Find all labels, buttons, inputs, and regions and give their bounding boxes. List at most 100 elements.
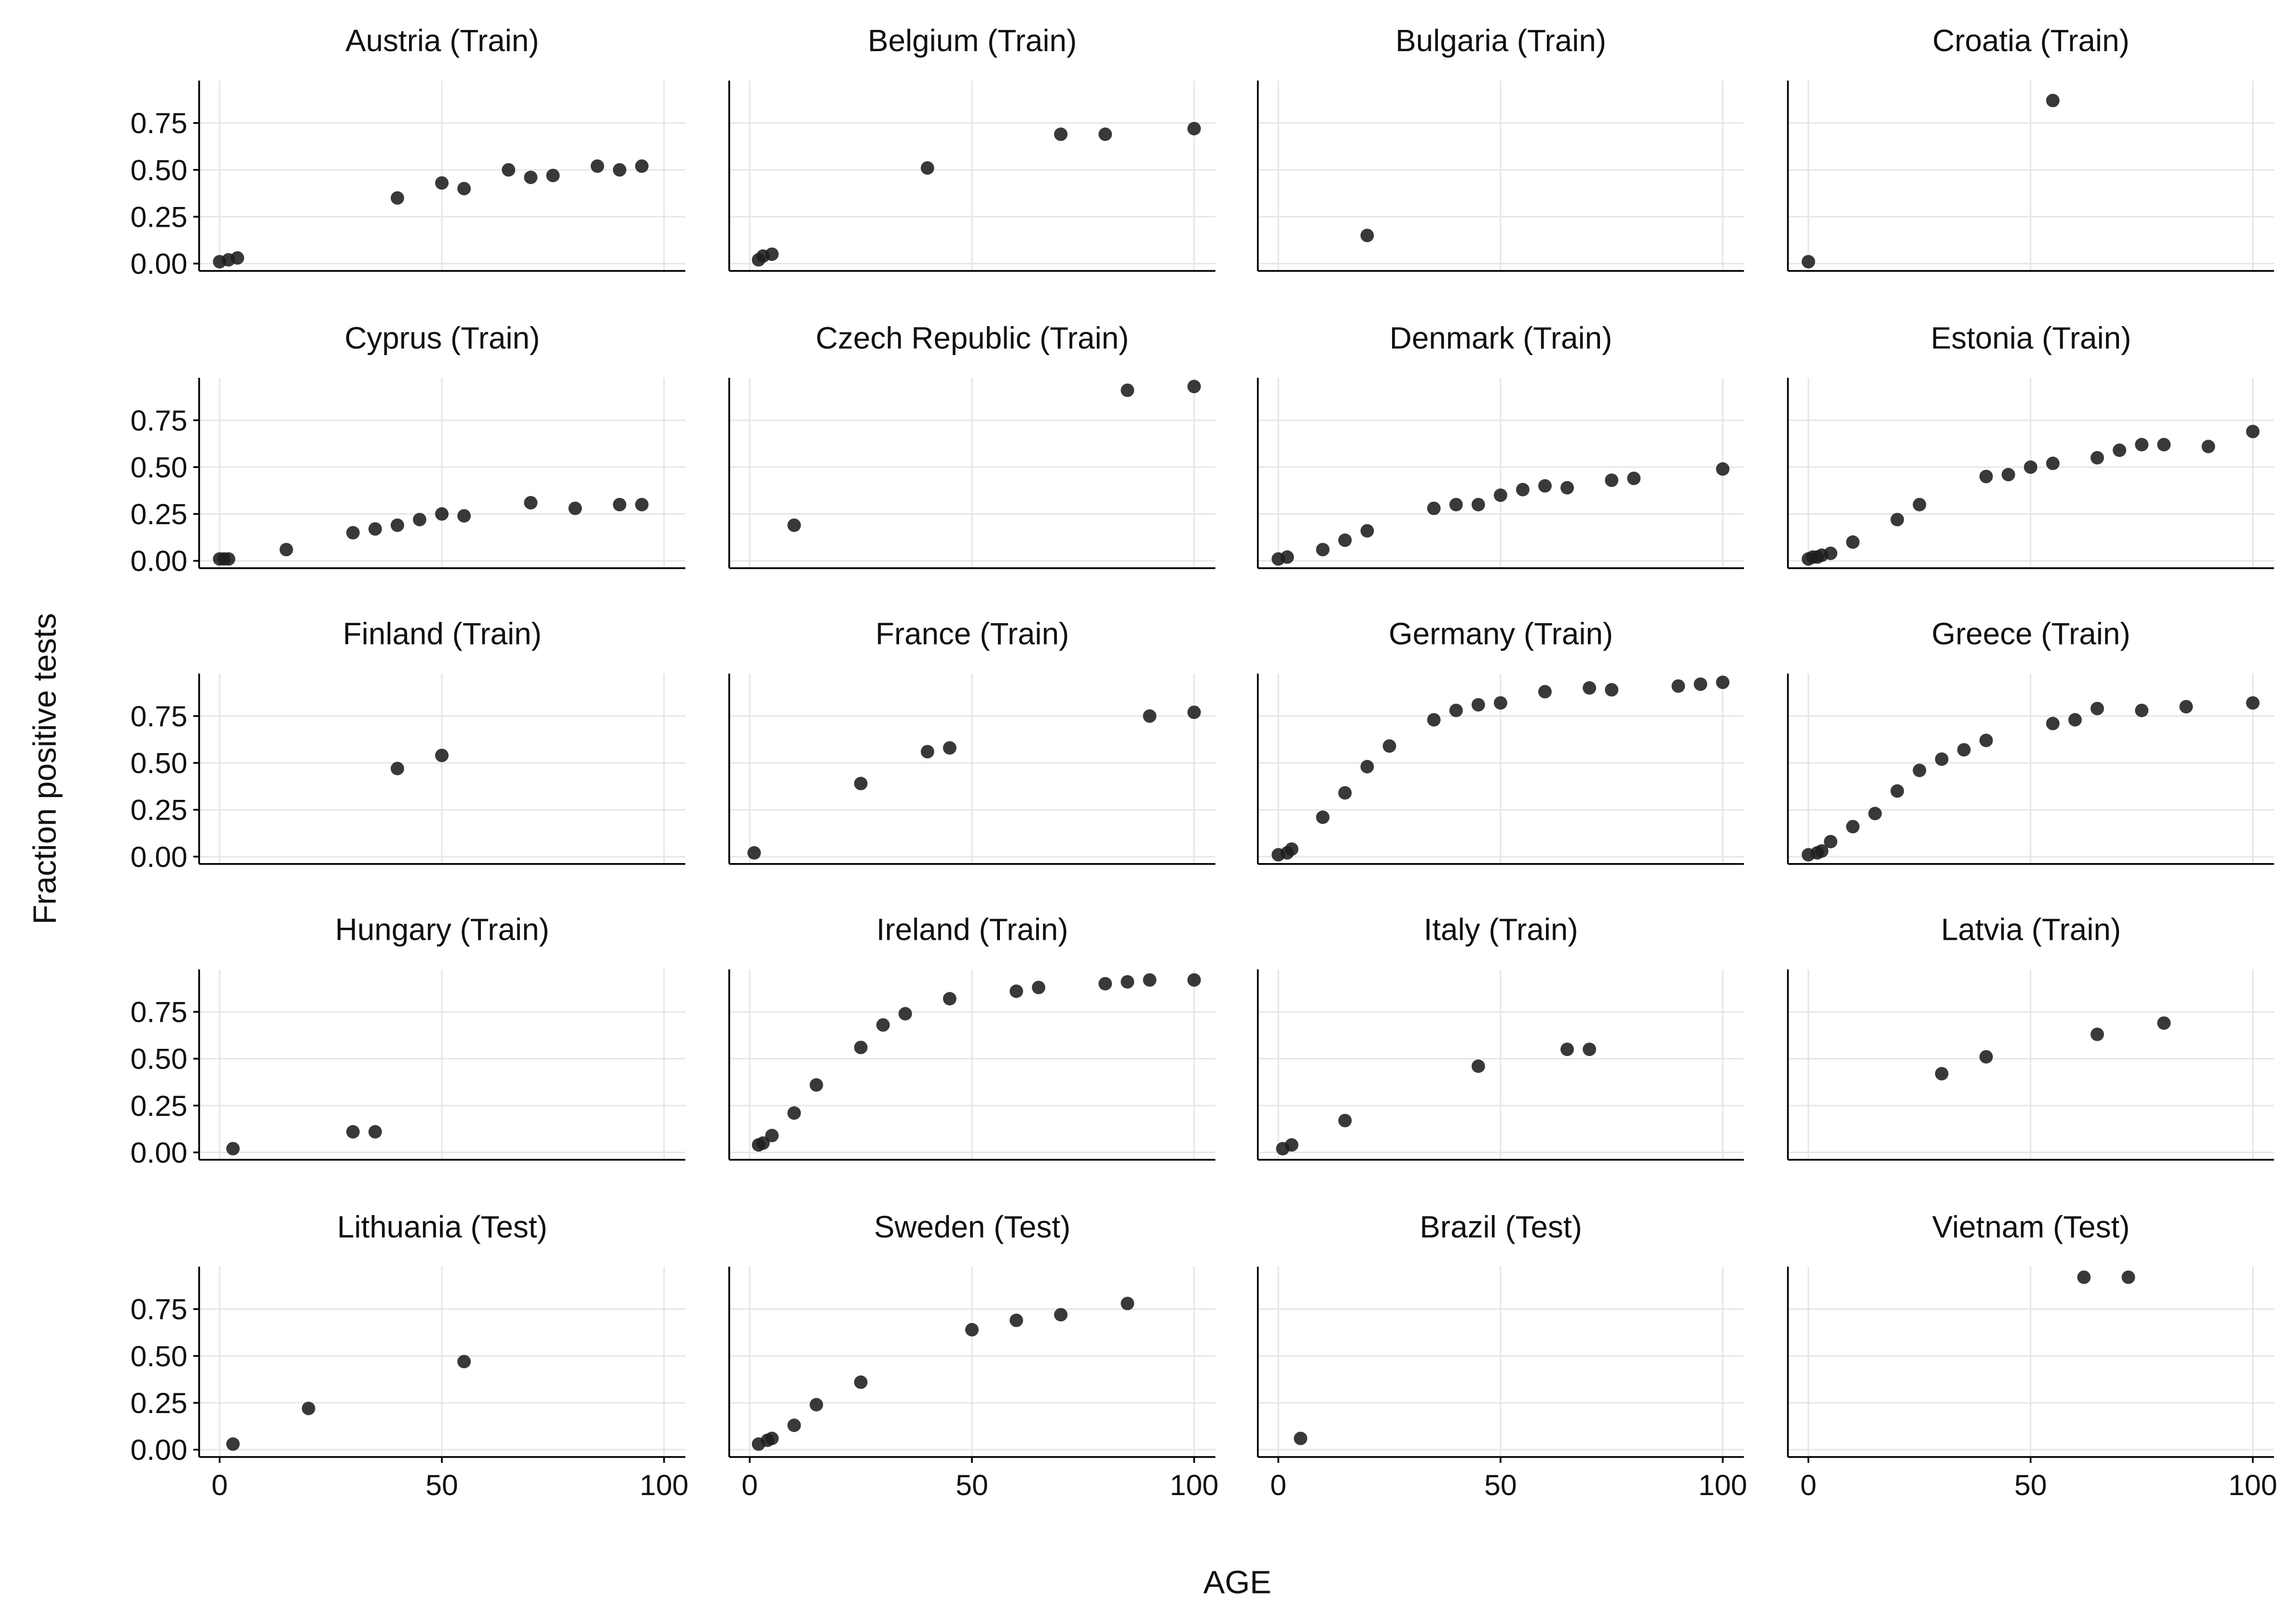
data-point bbox=[1627, 471, 1641, 485]
data-point bbox=[1449, 497, 1463, 511]
y-axis-label: Fraction positive tests bbox=[27, 613, 63, 925]
data-point bbox=[765, 1128, 779, 1142]
panel-title: Vietnam (Test) bbox=[1932, 1209, 2130, 1244]
data-point bbox=[1979, 1050, 1993, 1064]
data-point bbox=[1427, 713, 1441, 727]
data-point bbox=[1935, 752, 1949, 766]
y-tick-label: 0.00 bbox=[130, 840, 187, 873]
y-tick-label: 0.25 bbox=[130, 1387, 187, 1419]
panel-title: Hungary (Train) bbox=[335, 912, 549, 947]
panel: Croatia (Train) bbox=[1787, 23, 2274, 272]
data-point bbox=[2046, 94, 2060, 108]
data-point bbox=[1890, 513, 1904, 526]
data-point bbox=[756, 1136, 770, 1150]
data-point bbox=[747, 846, 761, 860]
panel-title: Greece (Train) bbox=[1932, 617, 2131, 651]
panel-title: Austria (Train) bbox=[345, 23, 539, 58]
x-axis-label: AGE bbox=[1203, 1565, 1271, 1600]
data-point bbox=[1360, 524, 1374, 538]
panel: Sweden (Test) 0 50 100 bbox=[728, 1209, 1218, 1501]
data-point bbox=[2157, 1016, 2171, 1030]
data-point bbox=[1979, 733, 1993, 747]
data-point bbox=[1187, 705, 1201, 719]
data-point bbox=[787, 1418, 801, 1432]
data-point bbox=[1316, 543, 1330, 557]
data-point bbox=[2157, 438, 2171, 452]
data-point bbox=[2001, 467, 2015, 481]
y-tick-label: 0.25 bbox=[130, 1089, 187, 1122]
data-point bbox=[1187, 973, 1201, 987]
panel: Vietnam (Test) 0 50 100 bbox=[1787, 1209, 2277, 1501]
data-point bbox=[765, 247, 779, 261]
data-point bbox=[231, 251, 245, 265]
data-point bbox=[2046, 456, 2060, 470]
data-point bbox=[1010, 1313, 1024, 1327]
data-point bbox=[1605, 683, 1619, 697]
data-point bbox=[1360, 229, 1374, 243]
data-point bbox=[2077, 1270, 2091, 1284]
data-point bbox=[1671, 679, 1685, 693]
data-point bbox=[1471, 698, 1485, 712]
data-point bbox=[920, 161, 934, 175]
data-point bbox=[1121, 975, 1134, 989]
data-point bbox=[221, 552, 235, 566]
panel-title: Czech Republic (Train) bbox=[816, 320, 1129, 355]
data-point bbox=[502, 163, 516, 177]
data-point bbox=[1054, 1308, 1068, 1322]
data-point bbox=[1815, 844, 1829, 858]
x-tick-label: 50 bbox=[2014, 1469, 2047, 1501]
data-point bbox=[1824, 835, 1838, 849]
data-point bbox=[1427, 501, 1441, 515]
data-point bbox=[1032, 980, 1046, 994]
data-point bbox=[1716, 675, 1730, 689]
panel-title: Lithuania (Test) bbox=[337, 1209, 547, 1244]
data-point bbox=[1605, 473, 1619, 487]
data-point bbox=[1913, 497, 1927, 511]
data-point bbox=[390, 191, 404, 205]
panel-title: Estonia (Train) bbox=[1931, 320, 2132, 355]
data-point bbox=[457, 1355, 471, 1369]
data-point bbox=[568, 501, 582, 515]
data-point bbox=[2091, 701, 2104, 715]
data-point bbox=[226, 1141, 240, 1155]
y-tick-label: 0.00 bbox=[130, 1136, 187, 1169]
data-point bbox=[1913, 763, 1927, 777]
data-point bbox=[1957, 743, 1971, 757]
data-point bbox=[1493, 488, 1507, 502]
data-point bbox=[1121, 1296, 1134, 1310]
panel: Brazil (Test) 0 50 100 bbox=[1257, 1209, 1747, 1501]
data-point bbox=[809, 1078, 823, 1092]
data-point bbox=[854, 1375, 868, 1389]
data-point bbox=[635, 497, 649, 511]
panel: Lithuania (Test) 0.00 0.25 0.50 0.75 0 50 100 bbox=[130, 1209, 688, 1501]
data-point bbox=[2091, 1028, 2104, 1041]
data-point bbox=[590, 159, 604, 173]
data-point bbox=[301, 1401, 315, 1415]
data-point bbox=[1338, 533, 1352, 547]
data-point bbox=[1382, 739, 1396, 753]
data-point bbox=[524, 170, 538, 184]
data-point bbox=[390, 762, 404, 775]
y-tick-label: 0.75 bbox=[130, 404, 187, 437]
panel-title: Belgium (Train) bbox=[868, 23, 1077, 58]
data-point bbox=[412, 513, 426, 526]
data-point bbox=[1121, 383, 1134, 397]
data-point bbox=[1280, 550, 1294, 564]
data-point bbox=[1010, 984, 1024, 998]
x-tick-label: 50 bbox=[425, 1469, 458, 1501]
data-point bbox=[1098, 977, 1112, 991]
data-point bbox=[2023, 460, 2037, 474]
data-point bbox=[1098, 127, 1112, 141]
data-point bbox=[2246, 696, 2260, 710]
data-point bbox=[809, 1398, 823, 1412]
y-tick-label: 0.50 bbox=[130, 747, 187, 780]
data-point bbox=[346, 526, 360, 540]
data-point bbox=[1560, 481, 1574, 495]
data-point bbox=[1143, 973, 1157, 987]
data-point bbox=[635, 159, 649, 173]
data-point bbox=[1360, 760, 1374, 774]
panel: Cyprus (Train) 0.00 0.25 0.50 0.75 bbox=[130, 320, 685, 577]
data-point bbox=[1694, 677, 1708, 691]
data-point bbox=[1338, 1113, 1352, 1127]
data-point bbox=[1583, 1043, 1597, 1057]
